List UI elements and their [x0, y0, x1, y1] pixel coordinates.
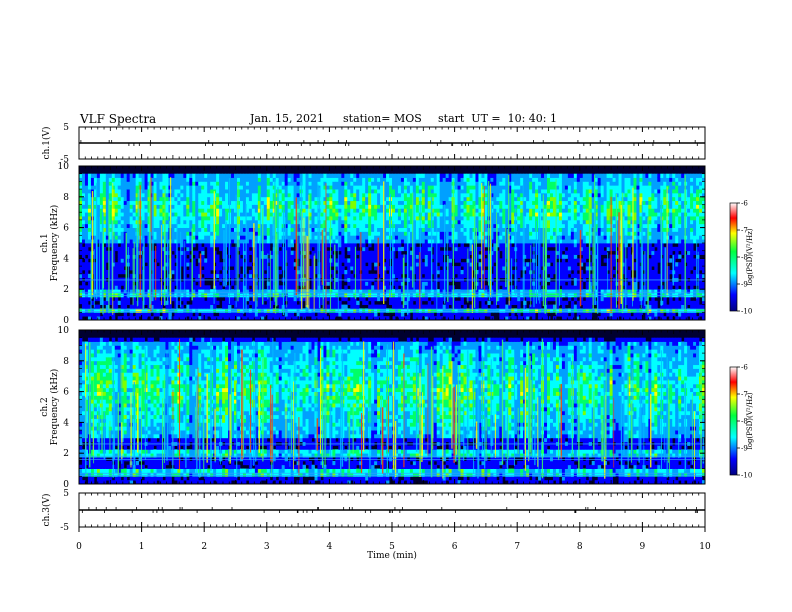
xtick-label-2: 2: [201, 542, 207, 552]
ytick-label-1-5: 10: [58, 162, 70, 172]
ytick-label-2-4: 8: [63, 357, 69, 367]
ylabel-0: ch.1(V): [41, 127, 52, 160]
ytick-label-0-0: 5: [63, 123, 69, 133]
start-time-label: start UT = 10: 40: 1: [438, 112, 558, 125]
xtick-label-10: 10: [699, 542, 711, 552]
xtick-label-5: 5: [389, 542, 395, 552]
xaxis-label: Time (min): [367, 550, 417, 561]
date-label: Jan. 15, 2021: [250, 112, 325, 125]
ytick-label-2-2: 4: [63, 418, 69, 428]
xtick-label-3: 3: [264, 542, 270, 552]
ylabel-1: ch.1: [40, 233, 50, 252]
colorbar-1: [729, 202, 738, 312]
colorbar-tick-1-2: -8: [741, 254, 748, 262]
ytick-label-0-1: -5: [60, 155, 69, 165]
panel-1-spectrogram: 0 2 4 6 8 10 ch.1 Frequency (kHz) -6 -7 -8 -9 -10 log…: [40, 162, 754, 326]
ytick-label-1-3: 6: [63, 224, 69, 234]
ytick-label-1-0: 0: [63, 316, 69, 326]
colorbar-label-2: log(PSD)(V²/Hz): [746, 392, 754, 449]
xtick-label-4: 4: [327, 542, 333, 552]
ytick-label-2-1: 2: [63, 449, 69, 459]
colorbar-tick-2-4: -10: [741, 472, 752, 480]
colorbar-tick-2-1: -7: [741, 391, 748, 399]
ytick-label-2-3: 6: [63, 388, 69, 398]
xtick-label-0: 0: [76, 542, 82, 552]
colorbar-2: [729, 366, 738, 476]
colorbar-label-1: log(PSD)(V²/Hz): [746, 228, 754, 285]
ytick-label-2-0: 0: [63, 480, 69, 490]
station-label: station= MOS: [343, 112, 422, 125]
ylabel-2: ch.2: [40, 397, 50, 416]
colorbar-tick-1-4: -10: [741, 308, 752, 316]
ytick-label-1-1: 2: [63, 285, 69, 295]
panel-3-waveform: 5 -5 ch.3(V): [41, 489, 706, 533]
ytick-label-1-2: 4: [63, 254, 69, 264]
colorbar-tick-2-2: -8: [741, 418, 748, 426]
ylabel-unit-1: Frequency (kHz): [49, 205, 60, 282]
xtick-label-8: 8: [577, 542, 583, 552]
colorbar-tick-2-0: -6: [741, 364, 748, 372]
colorbar-tick-1-0: -6: [741, 200, 748, 208]
ytick-label-2-5: 10: [58, 326, 70, 336]
ytick-label-3-1: -5: [60, 523, 69, 533]
plot-title: VLF Spectra: [80, 112, 157, 126]
xtick-label-7: 7: [514, 542, 520, 552]
xtick-label-9: 9: [640, 542, 646, 552]
ytick-label-1-4: 8: [63, 193, 69, 203]
xtick-label-6: 6: [452, 542, 458, 552]
ylabel-3: ch.3(V): [41, 494, 52, 527]
xtick-label-1: 1: [139, 542, 145, 552]
colorbar-tick-1-3: -9: [741, 281, 748, 289]
colorbar-tick-1-1: -7: [741, 227, 748, 235]
ytick-label-3-0: 5: [63, 489, 69, 499]
colorbar-tick-2-3: -9: [741, 445, 748, 453]
ylabel-unit-2: Frequency (kHz): [49, 369, 60, 446]
panel-0-waveform: 5 -5 ch.1(V): [41, 123, 706, 165]
panel-2-spectrogram: 0 2 4 6 8 10 ch.2 Frequency (kHz) -6 -7 -8 -9 -10 log…: [40, 326, 754, 490]
